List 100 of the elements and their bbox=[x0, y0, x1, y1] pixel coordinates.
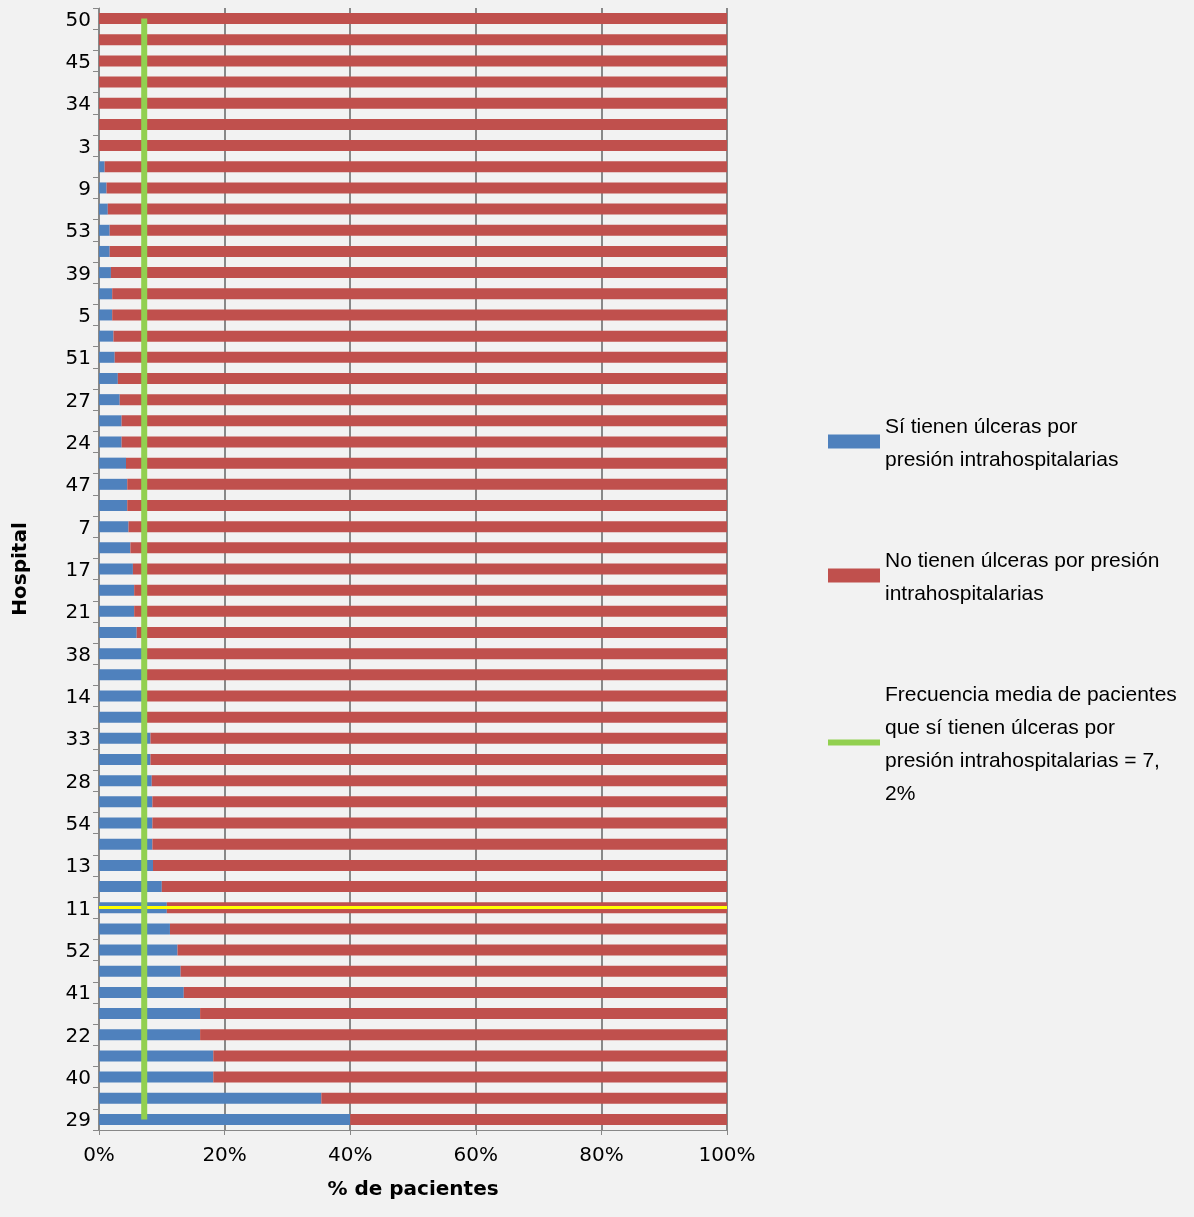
legend-label: Sí tienen úlceras por presión intrahospitalarias bbox=[885, 413, 1119, 470]
bar bbox=[180, 965, 727, 977]
bar bbox=[136, 627, 727, 639]
legend-label: No tienen úlceras por presión intrahospitalarias bbox=[885, 547, 1166, 604]
y-tick-label: 24 bbox=[65, 429, 91, 454]
bar bbox=[126, 457, 727, 469]
bar bbox=[112, 288, 727, 300]
bar bbox=[99, 923, 170, 935]
y-tick-label: 21 bbox=[65, 599, 91, 624]
bar bbox=[127, 478, 727, 490]
x-tick-label: 60% bbox=[453, 1142, 499, 1166]
bar bbox=[169, 923, 727, 935]
bar bbox=[99, 711, 143, 723]
bar bbox=[213, 1050, 727, 1062]
bar bbox=[99, 1029, 201, 1041]
bar bbox=[152, 817, 727, 829]
bar bbox=[114, 351, 727, 363]
bar bbox=[99, 118, 727, 130]
bar bbox=[213, 1071, 727, 1083]
x-tick-label: 40% bbox=[327, 1142, 373, 1166]
x-tick-label: 0% bbox=[83, 1142, 115, 1166]
bar bbox=[99, 309, 113, 321]
x-tick-label: 100% bbox=[698, 1142, 756, 1166]
bar bbox=[321, 1092, 727, 1104]
bar bbox=[112, 309, 727, 321]
y-tick-label: 14 bbox=[65, 684, 91, 709]
y-tick-label: 38 bbox=[65, 641, 91, 666]
bar bbox=[177, 944, 727, 956]
bar bbox=[128, 521, 727, 533]
y-tick-label: 50 bbox=[65, 6, 91, 31]
y-tick-label: 45 bbox=[65, 48, 91, 73]
y-axis-title: Hospital bbox=[7, 522, 31, 616]
x-tick-label: 80% bbox=[579, 1142, 624, 1166]
bar bbox=[99, 457, 126, 469]
bar bbox=[161, 881, 727, 893]
bar bbox=[110, 267, 727, 279]
y-tick-label: 39 bbox=[65, 260, 91, 285]
bar bbox=[99, 76, 727, 88]
bar bbox=[121, 436, 727, 448]
bar bbox=[99, 288, 113, 300]
y-tick-label: 13 bbox=[65, 853, 91, 878]
bar bbox=[99, 1071, 214, 1083]
bar bbox=[99, 521, 129, 533]
bar bbox=[99, 13, 727, 25]
bar bbox=[99, 986, 184, 998]
bar bbox=[99, 436, 122, 448]
bar bbox=[99, 34, 727, 46]
y-tick-label: 53 bbox=[65, 218, 91, 243]
bar bbox=[99, 478, 128, 490]
bar bbox=[152, 796, 727, 808]
y-tick-label: 34 bbox=[65, 91, 91, 116]
bar bbox=[99, 627, 137, 639]
bar bbox=[99, 415, 122, 427]
bar bbox=[113, 330, 727, 342]
bar bbox=[134, 605, 727, 617]
x-axis-title: % de pacientes bbox=[327, 1176, 499, 1200]
bar bbox=[350, 1113, 727, 1125]
y-tick-label: 11 bbox=[65, 895, 91, 920]
bar bbox=[151, 775, 727, 787]
bar bbox=[119, 394, 727, 406]
bar bbox=[200, 1008, 727, 1020]
bar bbox=[99, 499, 128, 511]
bar bbox=[99, 1008, 201, 1020]
y-tick-label: 29 bbox=[65, 1107, 91, 1132]
y-tick-label: 27 bbox=[65, 387, 91, 412]
bar bbox=[150, 732, 727, 744]
y-tick-label: 52 bbox=[65, 938, 91, 963]
y-tick-label: 33 bbox=[65, 726, 91, 751]
bar bbox=[127, 499, 727, 511]
bar bbox=[152, 838, 727, 850]
bar bbox=[99, 351, 115, 363]
bar bbox=[99, 669, 143, 681]
bar bbox=[132, 563, 727, 575]
y-tick-label: 3 bbox=[78, 133, 91, 158]
bar bbox=[121, 415, 727, 427]
bar bbox=[99, 267, 111, 279]
bar bbox=[99, 965, 181, 977]
y-tick-label: 9 bbox=[78, 175, 91, 200]
bar bbox=[99, 224, 110, 236]
bar bbox=[99, 55, 727, 67]
bar bbox=[99, 140, 727, 152]
y-tick-label: 7 bbox=[78, 514, 91, 539]
bar bbox=[183, 986, 727, 998]
y-tick-label: 40 bbox=[65, 1065, 91, 1090]
bar bbox=[150, 754, 727, 766]
bar bbox=[109, 224, 727, 236]
y-tick-label: 22 bbox=[65, 1022, 91, 1047]
bar bbox=[99, 245, 110, 257]
bar bbox=[99, 182, 107, 194]
y-tick-label: 5 bbox=[78, 302, 91, 327]
bar bbox=[99, 203, 108, 215]
bar bbox=[99, 944, 178, 956]
bar bbox=[99, 330, 114, 342]
bar bbox=[99, 394, 120, 406]
bar bbox=[99, 161, 105, 173]
y-tick-label: 54 bbox=[65, 811, 91, 836]
x-tick-label: 20% bbox=[202, 1142, 247, 1166]
bar bbox=[99, 605, 135, 617]
bar bbox=[99, 1092, 322, 1104]
y-tick-label: 51 bbox=[65, 345, 91, 370]
